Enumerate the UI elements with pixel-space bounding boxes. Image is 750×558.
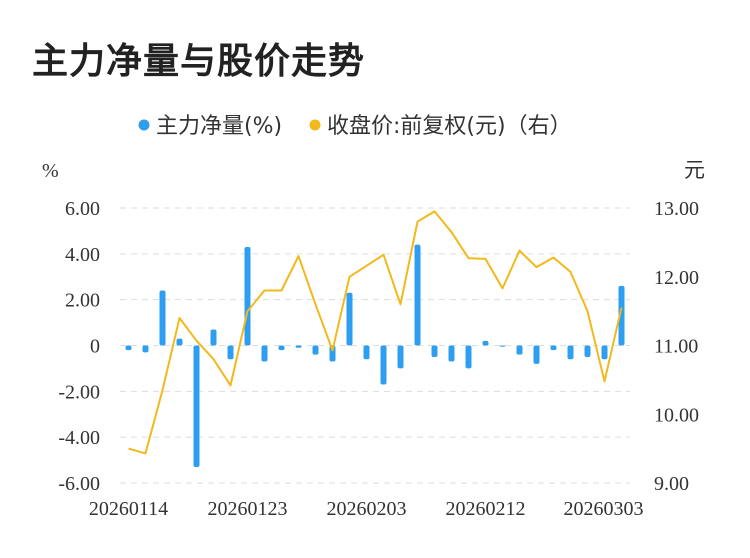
bar <box>159 290 166 346</box>
bar <box>567 345 574 360</box>
bar <box>312 345 319 355</box>
x-tick-label: 20260123 <box>208 498 288 520</box>
legend-line-label: 收盘价:前复权(元)（右） <box>327 114 572 139</box>
bar <box>193 345 200 467</box>
bar <box>550 345 557 351</box>
bar <box>227 345 234 360</box>
x-axis-ticks: 20260114 20260123 20260203 20260212 20260303 <box>89 498 644 520</box>
x-tick-label: 20260114 <box>89 498 168 520</box>
bar <box>601 345 608 360</box>
bar <box>584 345 591 357</box>
bar <box>176 338 183 346</box>
bar <box>482 340 489 346</box>
bar <box>244 246 251 346</box>
bar <box>380 345 387 385</box>
left-tick-label: 0 <box>90 336 100 358</box>
legend-line-swatch <box>309 119 321 131</box>
bar <box>414 244 421 346</box>
bar <box>618 285 625 346</box>
bar <box>346 292 353 346</box>
left-tick-label: -2.00 <box>58 381 100 403</box>
right-axis-unit: 元 <box>684 158 705 182</box>
legend-bar-swatch <box>138 119 150 131</box>
bar <box>533 345 540 364</box>
right-tick-label: 13.00 <box>654 198 699 220</box>
bar <box>397 345 404 369</box>
right-tick-label: 11.00 <box>654 336 698 358</box>
grid <box>120 207 630 484</box>
right-tick-label: 12.00 <box>654 267 699 289</box>
bar <box>516 345 523 355</box>
left-axis-ticks: 6.00 4.00 2.00 0 -2.00 -4.00 -6.00 <box>58 198 100 495</box>
page-title: 主力净量与股价走势 <box>32 41 366 82</box>
bar <box>142 345 149 353</box>
left-tick-label: 4.00 <box>65 244 100 266</box>
x-tick-label: 20260212 <box>446 498 526 520</box>
x-tick-label: 20260303 <box>564 498 644 520</box>
bar <box>329 345 336 362</box>
left-tick-label: 2.00 <box>65 290 100 312</box>
right-tick-label: 10.00 <box>654 404 699 426</box>
left-tick-label: -6.00 <box>58 473 100 495</box>
bar <box>448 345 455 362</box>
left-axis-unit: % <box>42 160 59 182</box>
legend: 主力净量(%) 收盘价:前复权(元)（右） <box>138 114 572 139</box>
bar <box>465 345 472 369</box>
bar <box>363 345 370 360</box>
bar <box>125 345 132 351</box>
line-series <box>128 210 623 455</box>
x-tick-label: 20260203 <box>327 498 407 520</box>
bar <box>261 345 268 362</box>
price-line <box>128 210 623 455</box>
right-tick-label: 9.00 <box>654 473 689 495</box>
bar <box>431 345 438 357</box>
bar-series <box>125 244 625 467</box>
right-axis-ticks: 13.00 12.00 11.00 10.00 9.00 <box>654 198 699 495</box>
left-tick-label: 6.00 <box>65 198 100 220</box>
bar <box>295 345 302 348</box>
left-tick-label: -4.00 <box>58 427 100 449</box>
bar <box>499 345 506 347</box>
legend-bar-label: 主力净量(%) <box>156 114 282 139</box>
bar <box>278 345 285 351</box>
bar <box>210 329 217 346</box>
